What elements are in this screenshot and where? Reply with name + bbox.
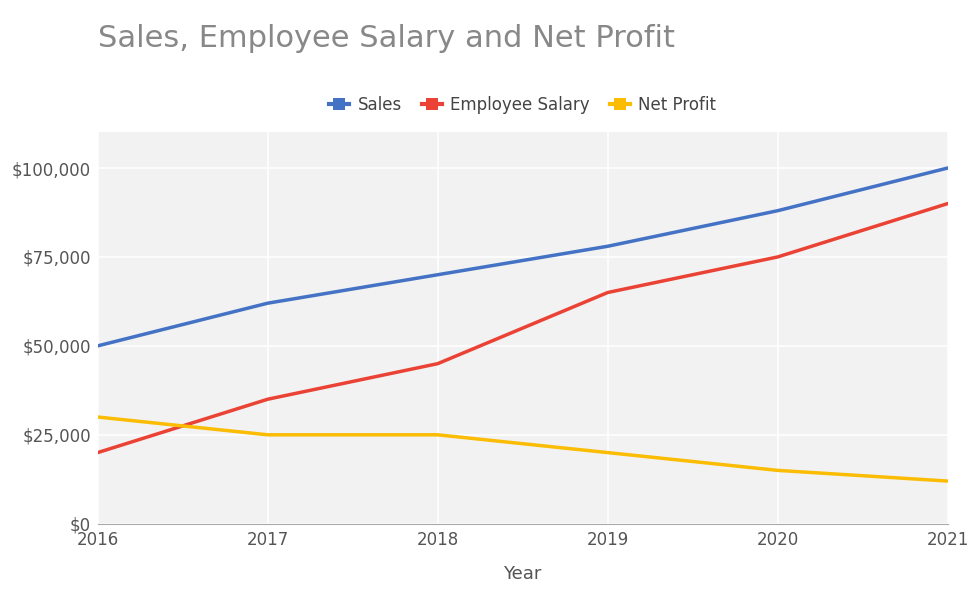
Net Profit: [432, 431, 444, 438]
Line: Sales: Sales: [98, 168, 948, 346]
Sales: [432, 271, 444, 278]
Line: Employee Salary: Employee Salary: [98, 203, 948, 453]
Employee Salary: [432, 360, 444, 367]
Line: Net Profit: Net Profit: [98, 417, 948, 481]
Net Profit: [942, 477, 954, 485]
Sales: [262, 300, 274, 307]
Text: Sales, Employee Salary and Net Profit: Sales, Employee Salary and Net Profit: [98, 24, 675, 53]
Employee Salary: [92, 449, 104, 456]
Net Profit: [602, 449, 614, 456]
Employee Salary: [772, 253, 784, 261]
Sales: [602, 243, 614, 250]
Sales: [942, 164, 954, 172]
Legend: Sales, Employee Salary, Net Profit: Sales, Employee Salary, Net Profit: [322, 90, 723, 121]
X-axis label: Year: Year: [503, 565, 542, 583]
Net Profit: [262, 431, 274, 438]
Net Profit: [92, 414, 104, 421]
Sales: [92, 343, 104, 350]
Employee Salary: [262, 396, 274, 403]
Employee Salary: [942, 200, 954, 207]
Employee Salary: [602, 289, 614, 296]
Net Profit: [772, 467, 784, 474]
Sales: [772, 207, 784, 214]
